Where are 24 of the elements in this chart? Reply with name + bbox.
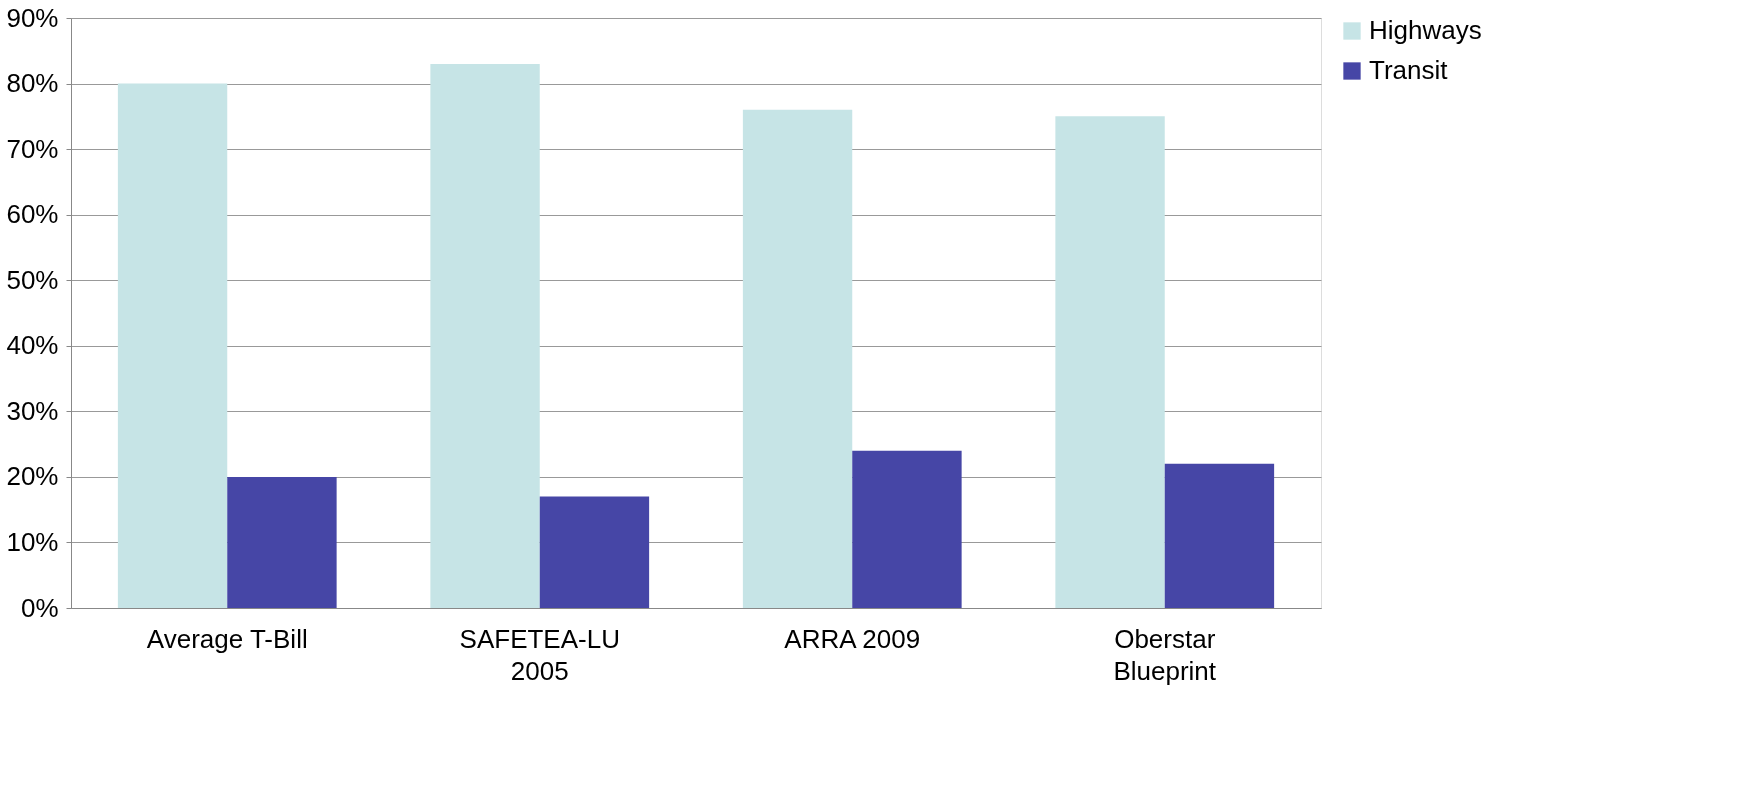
y-tick-label: 70% — [6, 133, 59, 164]
bar — [539, 496, 650, 608]
bar — [1055, 116, 1165, 608]
legend-label: Transit — [1369, 55, 1449, 85]
y-tick-label: 10% — [6, 526, 59, 557]
bar — [1164, 463, 1275, 608]
y-tick-label: 80% — [6, 68, 59, 99]
y-tick-label: 20% — [6, 461, 59, 492]
bar — [227, 476, 337, 608]
legend-label: Highways — [1369, 15, 1482, 45]
bar — [117, 83, 228, 608]
y-tick-label: 50% — [6, 264, 59, 295]
x-tick-label: ARRA 2009 — [784, 623, 921, 654]
y-tick-label: 60% — [6, 199, 59, 230]
x-tick-label: Oberstar Blueprint — [1113, 623, 1217, 686]
bar — [852, 450, 962, 608]
bar — [430, 63, 540, 608]
x-tick-label: Average T-Bill — [146, 623, 308, 654]
y-tick-label: 30% — [6, 395, 59, 426]
y-tick-label: 90% — [6, 2, 59, 33]
x-tick-label: SAFETEA-LU 2005 — [459, 623, 620, 686]
bar — [742, 109, 853, 608]
y-tick-label: 0% — [20, 592, 59, 623]
y-tick-label: 40% — [6, 330, 59, 361]
